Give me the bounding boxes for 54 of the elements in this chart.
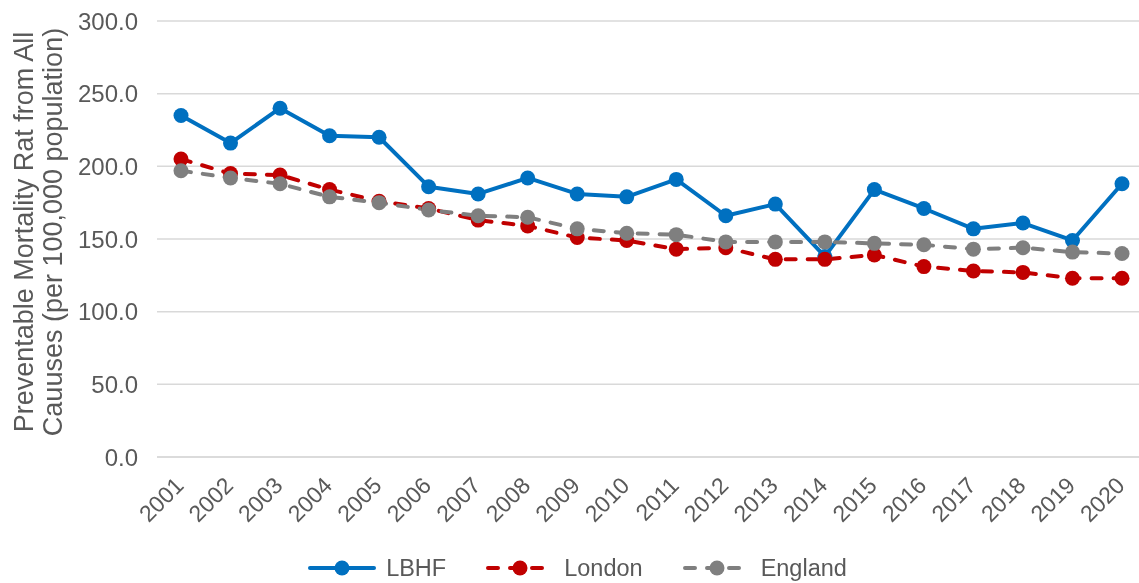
point [223, 135, 239, 151]
point [718, 208, 734, 224]
point [916, 237, 932, 253]
y-tick-label: 50.0 [91, 370, 138, 398]
y-tick-label: 250.0 [77, 80, 138, 108]
point [1015, 215, 1031, 231]
point [322, 189, 338, 205]
point [866, 235, 882, 251]
point [569, 221, 585, 237]
point [272, 100, 288, 116]
y-tick-label: 300.0 [77, 7, 138, 35]
point [767, 251, 783, 267]
y-tick-label: 200.0 [77, 152, 138, 180]
y-tick-label: 100.0 [77, 298, 138, 326]
point [965, 221, 981, 237]
legend-label: England [760, 554, 847, 582]
point [371, 129, 387, 145]
point [916, 259, 932, 275]
point [718, 234, 734, 250]
point [520, 170, 536, 186]
point [223, 170, 239, 186]
point [668, 241, 684, 257]
point [866, 182, 882, 198]
point [619, 189, 635, 205]
point [1114, 176, 1130, 192]
point [470, 186, 486, 202]
point [1114, 270, 1130, 286]
point [272, 176, 288, 192]
point [173, 163, 189, 179]
point [668, 171, 684, 187]
y-axis-title: Preventable Mortality Rat from All Cauuses (per 100,000 population) [8, 27, 68, 437]
point [916, 200, 932, 216]
legend-label: LBHF [386, 554, 447, 582]
point [1114, 246, 1130, 262]
point [965, 263, 981, 279]
point [767, 196, 783, 212]
y-tick-label: 150.0 [77, 225, 138, 253]
point [470, 208, 486, 224]
point [520, 209, 536, 225]
legend-label: London [564, 554, 643, 582]
point [1064, 244, 1080, 260]
point [173, 107, 189, 123]
point [1015, 240, 1031, 256]
point [322, 128, 338, 144]
point [767, 234, 783, 250]
point [1064, 270, 1080, 286]
y-tick-label: 0.0 [104, 443, 138, 471]
point [817, 234, 833, 250]
point [668, 227, 684, 243]
point [965, 241, 981, 257]
point [1015, 264, 1031, 280]
point [421, 179, 437, 195]
point [569, 186, 585, 202]
point [619, 225, 635, 241]
